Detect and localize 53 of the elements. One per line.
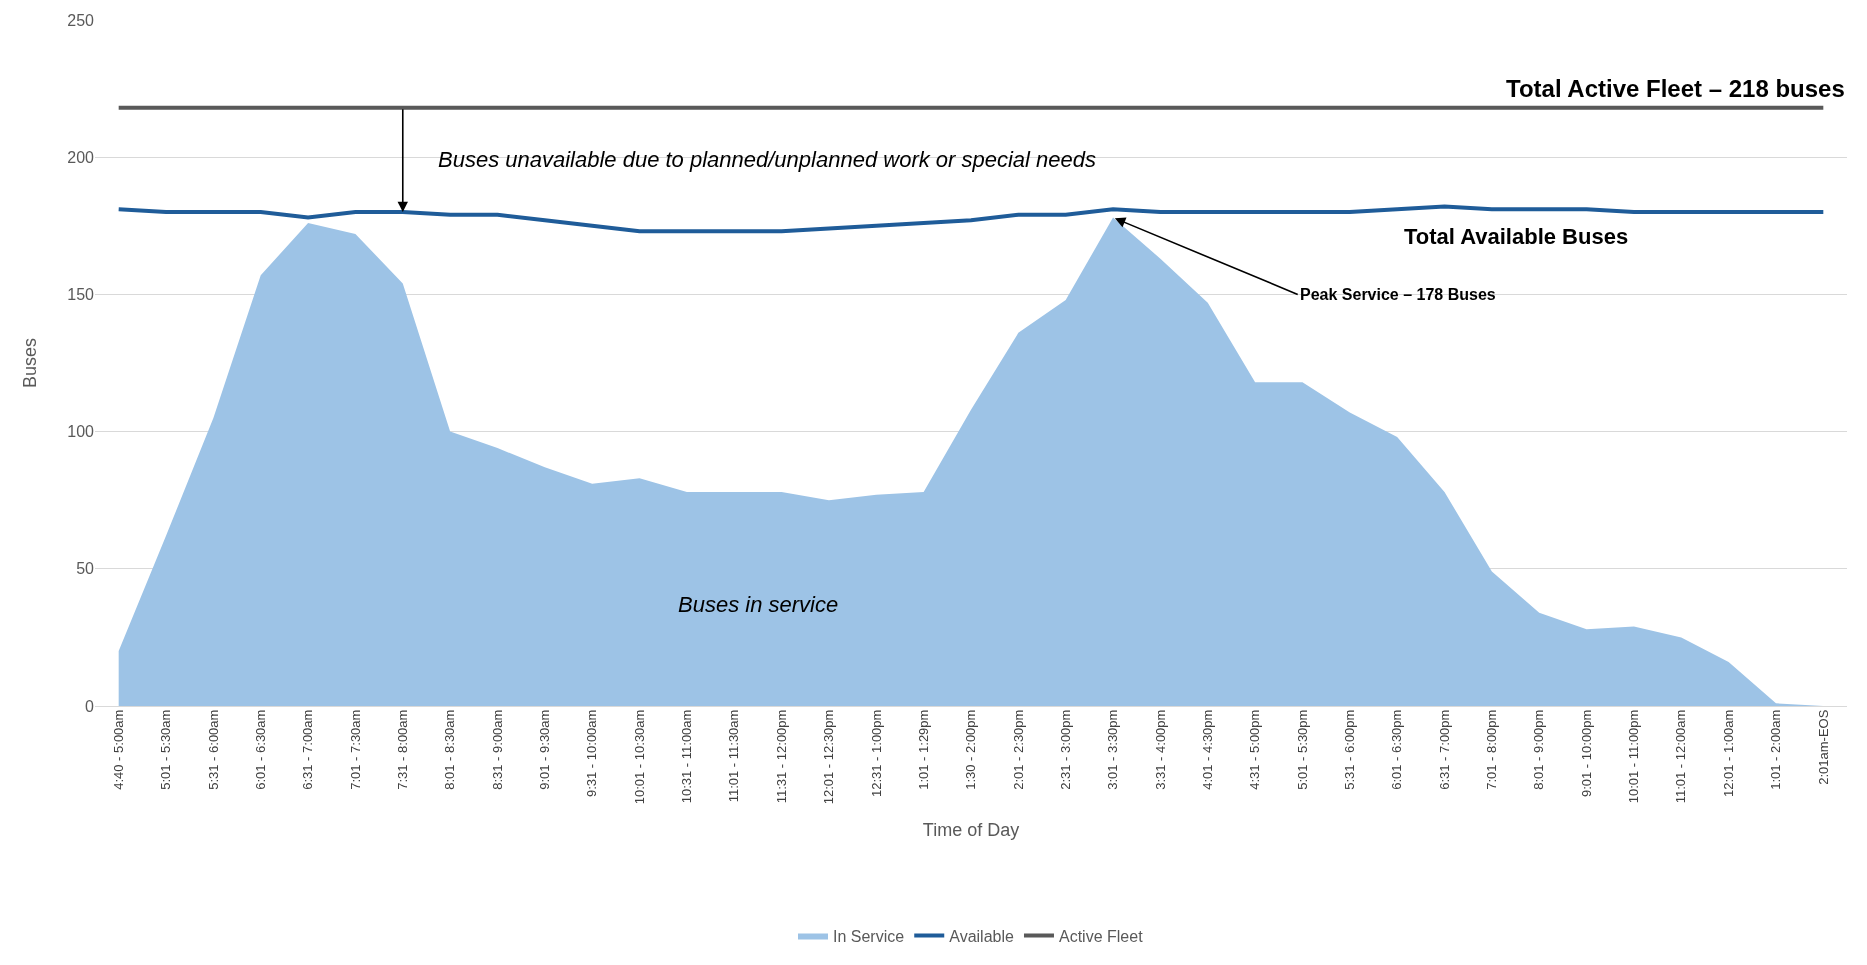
y-tick-label: 0	[85, 697, 95, 715]
x-tick-label: 12:31 - 1:00pm	[868, 709, 884, 798]
x-tick-label: 9:01 - 10:00pm	[1578, 709, 1594, 798]
x-tick-label: 12:01 - 1:00am	[1720, 709, 1736, 798]
y-axis-title: Buses	[20, 337, 41, 389]
x-tick-label: 2:01 - 2:30pm	[1010, 709, 1026, 790]
annotation: Total Available Buses	[1404, 224, 1629, 249]
x-tick-label: 10:31 - 11:00am	[679, 709, 695, 804]
annotation: Buses unavailable due to planned/unplanned work or special needs	[438, 147, 1097, 172]
x-tick-label: 11:01 - 11:30am	[726, 709, 742, 803]
y-tick-label: 250	[67, 11, 95, 29]
x-tick-label: 3:01 - 3:30pm	[1105, 709, 1121, 790]
y-tick-label: 200	[67, 148, 95, 166]
x-tick-label: 1:30 - 2:00pm	[963, 709, 979, 790]
x-tick-label: 4:31 - 5:00pm	[1247, 709, 1263, 790]
x-tick-label: 7:01 - 8:00pm	[1484, 709, 1500, 790]
x-tick-label: 8:31 - 9:00am	[489, 709, 505, 790]
x-tick-label: 8:01 - 8:30am	[442, 709, 458, 790]
annotation: Total Active Fleet – 218 buses	[1506, 75, 1845, 102]
x-tick-label: 5:01 - 5:30am	[158, 709, 174, 790]
x-tick-label: 1:01 - 1:29pm	[915, 709, 931, 790]
x-tick-label: 9:31 - 10:00am	[584, 709, 600, 798]
legend-label: In Service	[833, 927, 905, 945]
x-tick-label: 11:01 - 12:00am	[1673, 709, 1689, 804]
x-tick-label: 4:01 - 4:30pm	[1199, 709, 1215, 790]
x-tick-label: 8:01 - 9:00pm	[1531, 709, 1547, 790]
x-tick-label: 7:01 - 7:30am	[347, 709, 363, 790]
x-tick-label: 4:40 - 5:00am	[110, 709, 126, 790]
legend-label: Available	[949, 927, 1014, 945]
legend-label: Active Fleet	[1058, 927, 1144, 945]
y-tick-label: 50	[76, 560, 95, 578]
x-axis-title: Time of Day	[922, 820, 1020, 841]
x-tick-label: 2:31 - 3:00pm	[1057, 709, 1073, 790]
x-tick-label: 6:01 - 6:30am	[252, 709, 268, 790]
x-tick-label: 11:31 - 12:00pm	[773, 709, 789, 804]
x-tick-label: 6:31 - 7:00pm	[1436, 709, 1452, 790]
x-tick-label: 10:01 - 11:00pm	[1626, 709, 1642, 804]
y-tick-label: 100	[67, 423, 95, 441]
x-tick-label: 6:31 - 7:00am	[300, 709, 316, 790]
x-tick-label: 3:31 - 4:00pm	[1152, 709, 1168, 790]
x-tick-label: 9:01 - 9:30am	[537, 709, 553, 790]
x-tick-label: 5:31 - 6:00am	[205, 709, 221, 790]
x-tick-label: 5:01 - 5:30pm	[1294, 709, 1310, 790]
x-tick-label: 2:01am-EOS	[1815, 709, 1831, 785]
x-tick-label: 5:31 - 6:00pm	[1342, 709, 1358, 790]
x-tick-label: 12:01 - 12:30pm	[821, 709, 837, 805]
x-tick-label: 10:01 - 10:30am	[631, 709, 647, 805]
x-tick-label: 7:31 - 8:00am	[395, 709, 411, 790]
x-tick-label: 6:01 - 6:30pm	[1389, 709, 1405, 790]
annotation: Buses in service	[678, 592, 839, 617]
x-tick-label: 1:01 - 2:00am	[1768, 709, 1784, 790]
y-tick-label: 150	[67, 286, 95, 303]
annotation: Peak Service – 178 Buses	[1300, 286, 1496, 303]
